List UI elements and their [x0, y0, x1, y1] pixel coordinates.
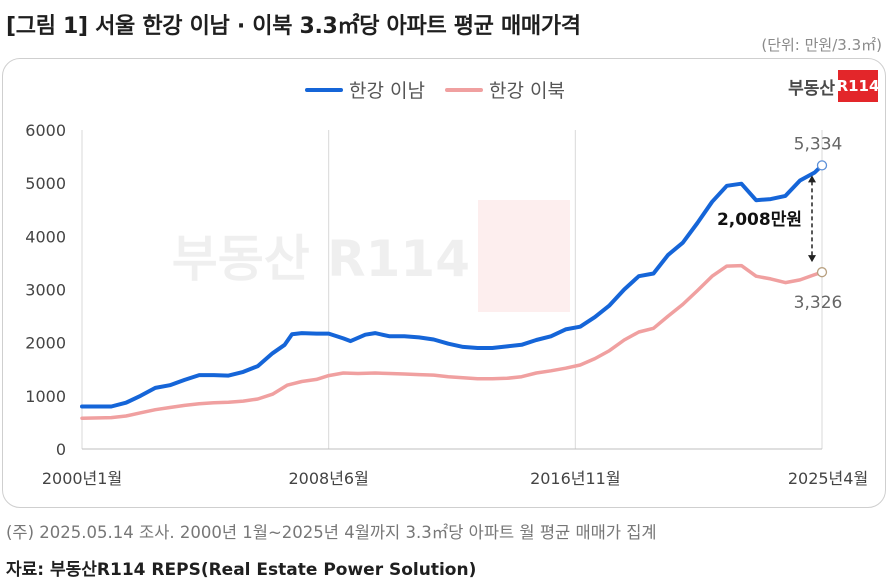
legend-item-south: 한강 이남: [305, 76, 425, 103]
y-tick-label-0: 0: [56, 440, 66, 459]
x-tick-label-1: 2008년6월: [288, 469, 368, 488]
x-tick-label-3: 2025년4월: [788, 469, 868, 488]
end-point-south: [816, 160, 828, 171]
watermark-box: [478, 200, 570, 312]
y-tick-label-3: 3000: [25, 281, 66, 300]
end-point-north: [816, 267, 828, 278]
gap-arrow-head-top: [808, 175, 816, 183]
gap-arrow-head-bottom: [808, 255, 816, 263]
legend-swatch-north: [444, 87, 483, 92]
series-line-north: [80, 263, 824, 420]
watermark-text: 부동산 R114: [172, 230, 470, 288]
y-tick-label-5: 5000: [25, 174, 66, 193]
y-tick-label-1: 1000: [25, 387, 66, 406]
page-title: [그림 1] 서울 한강 이남 · 이북 3.3㎡당 아파트 평균 매매가격: [6, 14, 581, 39]
y-tick-label-4: 4000: [25, 227, 66, 246]
chart-legend: 한강 이남 한강 이북: [305, 76, 565, 103]
logo-box: R114: [837, 70, 879, 102]
logo-text: 부동산: [788, 78, 835, 99]
y-tick-label-6: 6000: [25, 121, 66, 140]
brand-logo: 부동산 R114: [788, 70, 879, 102]
y-tick-label-2: 2000: [25, 334, 66, 353]
end-label-south: 5,334: [794, 134, 843, 154]
gap-annotation-label: 2,008만원: [717, 210, 802, 230]
legend-label-south: 한강 이남: [349, 80, 425, 102]
legend-item-north: 한강 이북: [444, 76, 565, 103]
x-tick-label-0: 2000년1월: [42, 469, 122, 488]
legend-swatch-south: [305, 87, 343, 92]
legend-label-north: 한강 이북: [488, 80, 565, 102]
end-label-north: 3,326: [794, 293, 843, 313]
x-tick-label-2: 2016년11월: [530, 469, 621, 488]
footnote: (주) 2025.05.14 조사. 2000년 1월~2025년 4월까지 3…: [6, 523, 657, 542]
series-line-south: [80, 163, 824, 409]
unit-label: (단위: 만원/3.3㎡): [761, 36, 882, 54]
chart-panel: [2, 58, 886, 508]
source-line: 자료: 부동산R114 REPS(Real Estate Power Solut…: [6, 560, 477, 580]
